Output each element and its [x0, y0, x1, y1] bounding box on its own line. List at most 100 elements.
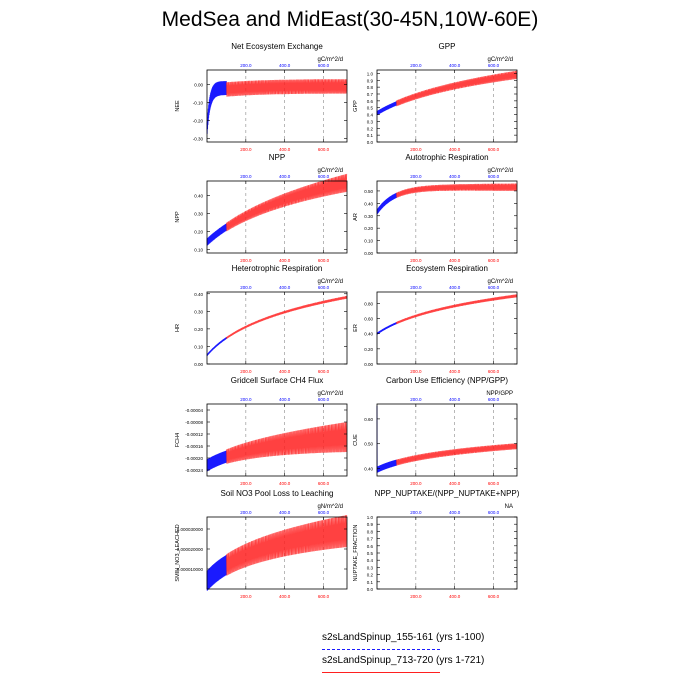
y-tick-label: 0.10	[194, 344, 203, 349]
y-tick-label: 0.9	[367, 522, 374, 527]
x-tick-label-top: 200.0	[410, 63, 422, 68]
chart-units: gC/m^2/d	[488, 168, 514, 174]
y-tick-label: 0.40	[194, 292, 203, 297]
series-line-case1	[206, 81, 227, 134]
series-line-case1	[206, 450, 227, 472]
chart-units: NA	[505, 504, 513, 510]
y-tick-label: 0.00	[364, 251, 373, 256]
legend-label-case1: s2sLandSpinup_155-161 (yrs 1-100)	[322, 632, 485, 643]
y-tick-label: 0.00	[194, 82, 203, 87]
y-tick-label: 0.4	[367, 558, 374, 563]
y-tick-label: 0.30	[194, 309, 203, 314]
y-tick-label: -0.00012	[185, 432, 203, 437]
plot-frame	[206, 291, 348, 365]
y-axis-label: NEE	[175, 100, 181, 112]
x-tick-label-top: 600.0	[488, 63, 500, 68]
y-tick-label: 1.0	[367, 515, 374, 520]
y-tick-label: 0.3	[367, 119, 374, 124]
legend-line-case1	[322, 649, 440, 650]
chart-panel: NPP_NUPTAKE/(NPP_NUPTAKE+NPP) NA 0.0 0.1 0.2…	[353, 489, 520, 599]
plot-frame	[376, 180, 518, 254]
x-tick-label-bottom: 400.0	[279, 147, 291, 152]
x-tick-label-bottom: 400.0	[279, 258, 291, 263]
x-tick-label-top: 200.0	[240, 397, 252, 402]
x-tick-label-top: 400.0	[449, 397, 461, 402]
x-tick-label-top: 400.0	[449, 510, 461, 515]
y-tick-label: -0.10	[193, 100, 204, 105]
x-tick-label-bottom: 200.0	[240, 369, 252, 374]
y-tick-label: 0.00	[194, 362, 203, 367]
x-tick-label-bottom: 400.0	[449, 594, 461, 599]
y-tick-label: 1.0	[367, 71, 374, 76]
y-tick-label: 0.6	[367, 99, 374, 104]
chart-units: gC/m^2/d	[488, 279, 514, 285]
chart-title: GPP	[439, 42, 456, 51]
x-tick-label-bottom: 200.0	[240, 147, 252, 152]
chart-title: Carbon Use Efficiency (NPP/GPP)	[386, 376, 508, 385]
x-tick-label-bottom: 200.0	[240, 594, 252, 599]
chart-units: gC/m^2/d	[318, 279, 344, 285]
y-tick-label: 0.4	[367, 113, 374, 118]
series-line-case2	[226, 173, 348, 232]
y-tick-label: 0.60	[364, 417, 373, 422]
series-line-case1	[206, 337, 227, 356]
x-tick-label-top: 600.0	[318, 510, 330, 515]
x-tick-label-top: 200.0	[410, 510, 422, 515]
x-tick-label-bottom: 200.0	[410, 258, 422, 263]
plot-frame	[206, 516, 348, 590]
x-tick-label-top: 400.0	[279, 63, 291, 68]
x-tick-label-bottom: 400.0	[449, 147, 461, 152]
y-tick-label: 0.000010000	[177, 567, 204, 572]
chart-panel: Carbon Use Efficiency (NPP/GPP) NPP/GPP 0.…	[353, 376, 518, 486]
x-tick-label-bottom: 200.0	[240, 258, 252, 263]
x-tick-label-bottom: 400.0	[279, 481, 291, 486]
y-tick-label: 0.2	[367, 573, 374, 578]
chart-title: Net Ecosystem Exchange	[231, 42, 323, 51]
series-line-case1	[376, 192, 397, 215]
y-tick-label: 0.60	[364, 317, 373, 322]
y-tick-label: 0.000030000	[177, 527, 204, 532]
x-tick-label-bottom: 600.0	[318, 594, 330, 599]
series-line-case2	[226, 79, 348, 97]
series-line-case1	[206, 554, 227, 591]
y-tick-label: 0.6	[367, 544, 374, 549]
x-tick-label-top: 200.0	[240, 285, 252, 290]
x-tick-label-top: 600.0	[318, 63, 330, 68]
y-tick-label: 0.5	[367, 106, 374, 111]
y-axis-label: SMIN_NO3_LEACHED	[175, 524, 181, 581]
y-tick-label: 0.00	[364, 362, 373, 367]
chart-units: gN/m^2/d	[318, 504, 344, 510]
y-tick-label: 0.0	[367, 140, 374, 145]
x-tick-label-bottom: 600.0	[488, 481, 500, 486]
y-tick-label: 0.0	[367, 587, 374, 592]
chart-title: Gridcell Surface CH4 Flux	[231, 376, 323, 385]
legend-label-case2: s2sLandSpinup_713-720 (yrs 1-721)	[322, 655, 485, 666]
y-axis-label: HR	[175, 324, 181, 332]
chart-panel: Net Ecosystem Exchange gC/m^2/d -0.30 -0.20…	[175, 42, 348, 152]
y-axis-label: ER	[353, 324, 359, 332]
y-tick-label: 0.40	[364, 467, 373, 472]
y-tick-label: 0.9	[367, 78, 374, 83]
plot-frame	[376, 516, 518, 590]
chart-units: gC/m^2/d	[318, 168, 344, 174]
chart-title: Autotrophic Respiration	[405, 153, 488, 162]
x-tick-label-top: 600.0	[318, 285, 330, 290]
y-tick-label: 0.40	[364, 332, 373, 337]
chart-panel: Soil NO3 Pool Loss to Leaching gN/m^2/d 0.…	[175, 489, 348, 599]
y-tick-label: 0.30	[364, 214, 373, 219]
y-tick-label: 0.10	[194, 247, 203, 252]
x-tick-label-bottom: 200.0	[410, 147, 422, 152]
y-tick-label: -0.00016	[185, 444, 203, 449]
y-tick-label: 0.3	[367, 565, 374, 570]
x-tick-label-bottom: 400.0	[279, 369, 291, 374]
y-axis-label: GPP	[353, 100, 359, 112]
chart-units: gC/m^2/d	[318, 57, 344, 63]
y-tick-label: 0.5	[367, 551, 374, 556]
x-tick-label-top: 400.0	[279, 285, 291, 290]
x-tick-label-top: 600.0	[318, 397, 330, 402]
x-tick-label-bottom: 600.0	[318, 147, 330, 152]
x-tick-label-top: 200.0	[240, 174, 252, 179]
series-line-case2	[226, 295, 348, 339]
x-tick-label-bottom: 600.0	[318, 258, 330, 263]
